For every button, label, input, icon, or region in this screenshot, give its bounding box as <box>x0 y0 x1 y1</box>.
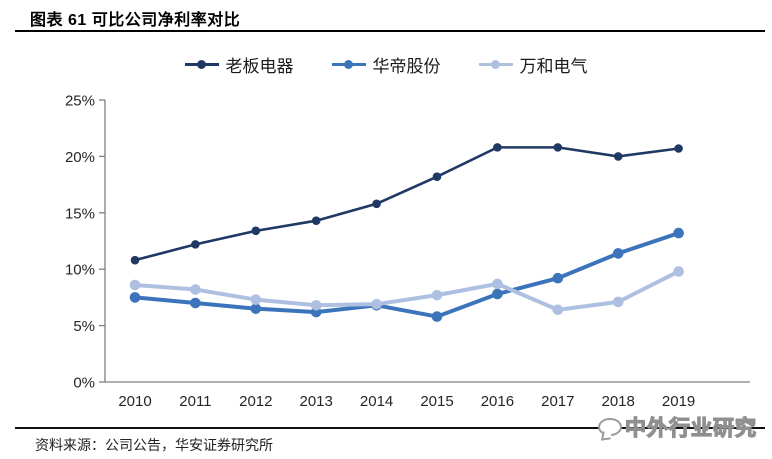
data-point <box>190 284 201 295</box>
watermark: 中外行业研究 <box>598 412 757 442</box>
x-tick-label: 2010 <box>118 393 151 410</box>
legend-label: 老板电器 <box>225 56 294 76</box>
data-point <box>612 248 624 259</box>
data-point <box>431 289 443 301</box>
watermark-text: 中外行业研究 <box>624 416 757 440</box>
data-point <box>674 144 683 153</box>
x-tick-label: 2017 <box>541 393 574 410</box>
data-point <box>552 304 564 316</box>
y-tick-label: 20% <box>65 149 95 166</box>
series-line-2 <box>134 269 680 312</box>
chart-legend: 老板电器 华帝股份 万和电气 <box>0 52 772 76</box>
data-point <box>493 143 502 152</box>
data-point <box>311 216 321 225</box>
legend-line-marker-icon <box>478 59 513 70</box>
data-point <box>492 288 503 300</box>
data-point <box>250 303 262 314</box>
data-point <box>190 297 201 309</box>
x-tick-label: 2019 <box>662 393 695 410</box>
data-point <box>552 272 564 284</box>
series-line-1 <box>134 231 680 319</box>
y-tick-label: 15% <box>65 205 95 222</box>
speech-bubble-icon <box>598 418 622 436</box>
x-tick-label: 2014 <box>360 393 393 410</box>
data-point <box>673 266 684 277</box>
data-point <box>250 294 262 305</box>
x-tick-label: 2016 <box>481 393 514 410</box>
data-point <box>431 311 443 322</box>
data-point <box>432 172 442 182</box>
legend-label: 万和电气 <box>519 56 588 76</box>
series-line-0 <box>134 146 679 262</box>
line-chart: 0% 5% 10% 15% 20% 25% 2010 2011 2012 2013 2014 2015… <box>65 93 750 410</box>
data-point <box>130 255 140 265</box>
data-point <box>553 143 563 152</box>
x-tick-label: 2011 <box>179 393 211 410</box>
title-divider <box>15 30 765 32</box>
data-point <box>251 226 261 236</box>
data-point <box>613 152 623 161</box>
footer-divider <box>15 427 765 429</box>
figure-title: 图表 61 可比公司净利率对比 <box>30 12 241 29</box>
x-tick-label: 2013 <box>300 393 333 410</box>
legend-item-vatti: 华帝股份 <box>331 52 441 77</box>
x-tick-label: 2018 <box>602 393 635 410</box>
x-tick-label: 2012 <box>239 393 272 410</box>
y-tick-label: 25% <box>65 93 95 110</box>
data-point <box>129 279 141 291</box>
legend-line-marker-icon <box>184 59 219 70</box>
data-point <box>191 240 200 249</box>
data-point <box>371 298 382 310</box>
data-point <box>673 227 684 239</box>
data-point <box>492 278 503 290</box>
data-point <box>129 292 141 303</box>
data-point <box>372 199 381 209</box>
legend-line-marker-icon <box>331 59 366 70</box>
legend-item-vanward: 万和电气 <box>478 52 588 77</box>
legend-label: 华帝股份 <box>372 56 441 76</box>
y-tick-label: 5% <box>73 318 95 335</box>
legend-item-robam: 老板电器 <box>184 52 294 77</box>
data-point <box>310 299 322 311</box>
data-point <box>612 296 624 308</box>
x-tick-label: 2015 <box>420 393 453 410</box>
y-tick-label: 10% <box>65 262 95 279</box>
source-note: 资料来源：公司公告，华安证券研究所 <box>35 437 273 453</box>
y-tick-label: 0% <box>73 375 95 392</box>
